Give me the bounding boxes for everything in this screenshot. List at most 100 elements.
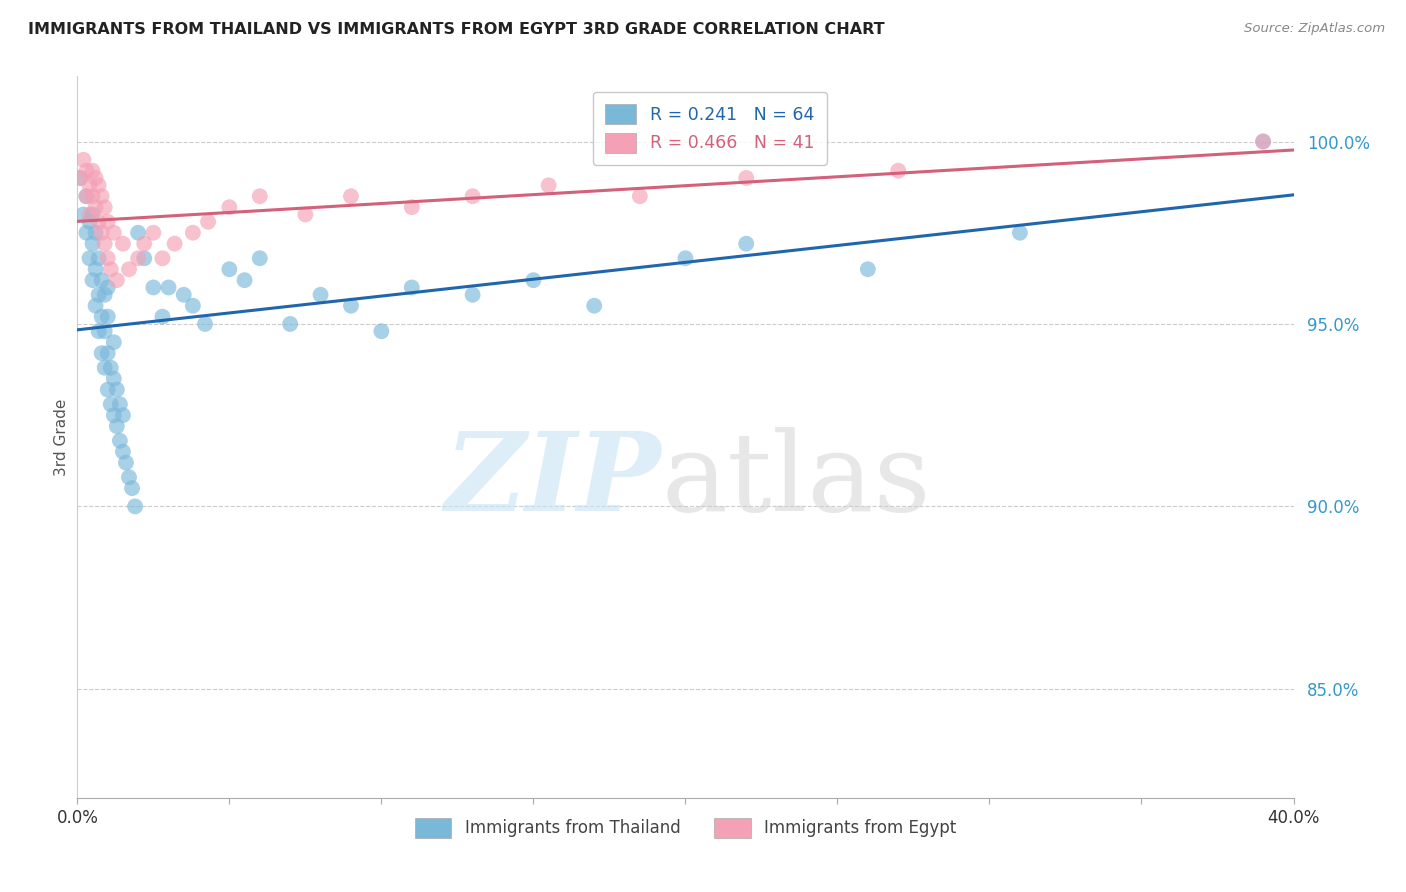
Point [340,299,363,313]
Y-axis label: 3rd Grade: 3rd Grade [53,399,69,475]
Point [103,372,125,386]
Point [1251,135,1274,149]
Point [75,163,97,178]
Point [82,207,104,221]
Point [1008,226,1031,240]
Point [309,287,332,301]
Point [118,262,141,277]
Point [218,262,240,277]
Point [82,273,104,287]
Point [142,280,165,294]
Point [157,280,180,294]
Point [87,287,110,301]
Point [82,236,104,251]
Text: ZIP: ZIP [444,426,661,534]
Point [152,252,174,266]
Point [163,236,186,251]
Point [152,310,174,324]
Point [93,324,115,338]
Point [111,408,134,422]
Text: IMMIGRANTS FROM THAILAND VS IMMIGRANTS FROM EGYPT 3RD GRADE CORRELATION CHART: IMMIGRANTS FROM THAILAND VS IMMIGRANTS F… [28,22,884,37]
Point [75,189,97,203]
Point [583,299,606,313]
Point [93,287,115,301]
Point [103,226,125,240]
Point [97,280,120,294]
Point [1251,135,1274,149]
Point [294,207,316,221]
Point [856,262,879,277]
Point [194,317,217,331]
Point [90,273,112,287]
Point [79,252,101,266]
Point [127,226,149,240]
Point [111,236,134,251]
Point [181,226,204,240]
Point [69,171,91,186]
Point [197,215,219,229]
Point [93,236,115,251]
Point [97,383,120,397]
Point [134,236,156,251]
Point [887,163,910,178]
Point [249,189,271,203]
Point [461,287,484,301]
Point [100,397,122,411]
Point [79,178,101,193]
Point [87,178,110,193]
Point [97,252,120,266]
Point [401,280,423,294]
Point [127,252,149,266]
Point [675,252,697,266]
Point [124,500,146,514]
Point [90,226,112,240]
Point [72,153,94,167]
Point [105,273,128,287]
Text: atlas: atlas [661,427,931,534]
Point [84,262,107,277]
Point [628,189,651,203]
Point [105,383,128,397]
Point [87,215,110,229]
Point [103,335,125,350]
Point [84,299,107,313]
Point [118,470,141,484]
Point [105,419,128,434]
Point [735,171,758,186]
Point [87,324,110,338]
Point [108,397,131,411]
Point [100,360,122,375]
Point [173,287,195,301]
Point [134,252,156,266]
Point [90,310,112,324]
Point [401,200,423,214]
Point [537,178,560,193]
Point [181,299,204,313]
Point [97,215,120,229]
Point [461,189,484,203]
Point [75,226,97,240]
Point [84,200,107,214]
Point [97,346,120,360]
Point [340,189,363,203]
Point [69,171,91,186]
Point [735,236,758,251]
Point [75,189,97,203]
Point [522,273,544,287]
Point [72,207,94,221]
Point [90,346,112,360]
Point [218,200,240,214]
Point [93,360,115,375]
Point [121,481,143,495]
Point [142,226,165,240]
Point [103,408,125,422]
Point [100,262,122,277]
Point [82,163,104,178]
Point [84,171,107,186]
Legend: Immigrants from Thailand, Immigrants from Egypt: Immigrants from Thailand, Immigrants fro… [408,812,963,844]
Point [79,207,101,221]
Point [79,215,101,229]
Text: Source: ZipAtlas.com: Source: ZipAtlas.com [1244,22,1385,36]
Point [278,317,301,331]
Point [82,189,104,203]
